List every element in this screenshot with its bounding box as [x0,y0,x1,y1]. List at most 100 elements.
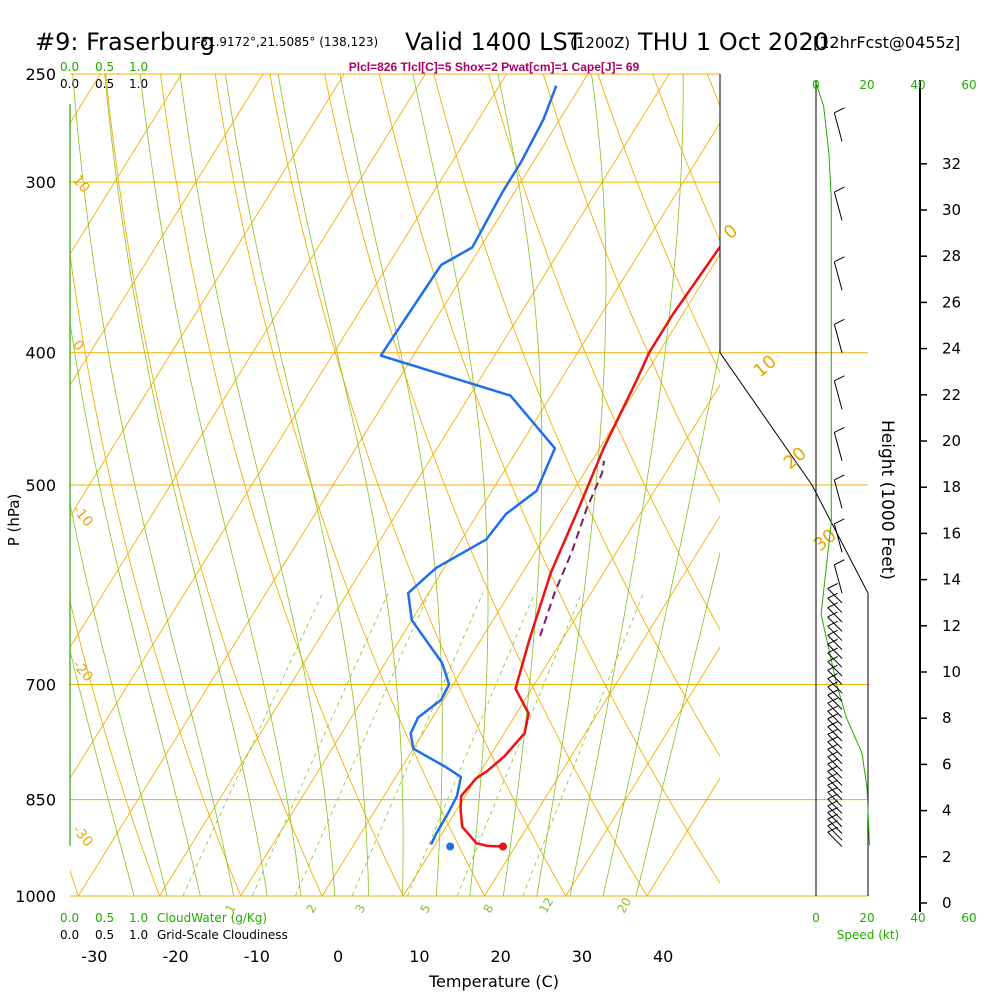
wind-barb [833,112,843,142]
isotherm-line [646,777,720,896]
dry-adiabat-line [752,50,1000,925]
stability-indices: Plcl=826 Tlcl[C]=5 Shox=2 Pwat[cm]=1 Cap… [349,60,640,74]
wind-barb [827,748,843,765]
wind-barb [833,432,843,461]
dry-adiabat-line [378,74,720,884]
dry-adiabat-line [269,74,567,896]
mixing-ratio-label: 2 [303,902,319,916]
valid-time: Valid 1400 LST [405,28,583,56]
wind-barb-flag [834,318,845,325]
wind-speed-profile [815,82,870,846]
dry-adiabat-label: 20 [780,443,811,474]
wind-barb-flag [834,474,845,481]
wind-barb-flag [827,602,838,609]
height-tick-label: 22 [942,386,961,404]
wind-barb [827,812,843,828]
moist-adiabat-line [179,74,336,896]
dry-adiabat-line [433,74,720,758]
isotherm-label: 10 [69,172,93,196]
wind-barb-flag [827,673,838,679]
speed-axis-title: Speed (kt) [837,928,899,942]
speed-tick-label-top: 40 [910,78,925,92]
dewpoint-profile [379,85,558,846]
valid-date: THU 1 Oct 2020 [637,28,829,56]
temperature-tick-label: 30 [572,947,592,966]
wind-barb [827,770,843,786]
isotherm-line [240,122,720,896]
mixing-ratio-line [456,592,583,896]
sounding-profiles [379,85,720,851]
moist-adiabat-line [602,346,720,896]
cloudiness-scale-bottom-value: 0.5 [95,928,114,942]
height-tick-label: 14 [942,571,961,589]
isotherm-line [77,74,589,896]
wind-barb-flag [827,629,838,636]
wind-barb [827,625,843,641]
wind-barb [827,616,843,632]
dry-adiabat-line [542,74,720,503]
wind-barb-flag [834,107,845,114]
height-tick-label: 8 [942,709,952,727]
forecast-label: [12hrFcst@0455z] [813,33,960,52]
surface-temperature-dot [498,842,507,851]
wind-barb-flag [827,583,838,589]
dry-adiabat-label: 0 [720,220,742,243]
cloudiness-scale-top-value: 0.0 [60,77,79,91]
dry-adiabat-line [488,74,720,631]
isotherm-line [158,74,670,896]
temperature-tick-label: -10 [244,947,270,966]
wind-barb-flag [827,620,838,627]
pressure-tick-label: 700 [25,676,56,695]
mixing-ratio-line [294,592,430,896]
height-tick-label: 4 [942,802,952,820]
height-tick-label: 20 [942,432,961,450]
cloud-scale-labels: CloudWater (g/Kg) Grid-Scale Cloudiness … [60,60,288,942]
temperature-tick-label: 10 [409,947,429,966]
wind-barb [827,798,843,814]
speed-tick-label-bottom: 0 [812,911,820,925]
height-tick-label: 32 [942,155,961,173]
zulu-time: (1200Z) [570,34,630,52]
isotherm-line [70,74,345,518]
moist-adiabat-line [635,551,720,896]
pressure-tick-label: 300 [25,173,56,192]
speed-tick-label-top: 20 [859,78,874,92]
moist-adiabat-line [70,501,168,896]
wind-barb [833,380,843,410]
mixing-ratio-label: 12 [536,895,556,915]
isotherm-label: -30 [69,822,96,850]
wind-barb-flag [827,656,838,663]
wind-barb [833,523,843,553]
wind-barb [827,694,843,710]
wind-barb [827,643,843,659]
wind-barb [827,818,843,834]
temperature-tick-label: -20 [163,947,189,966]
mixing-ratio-line [182,592,323,896]
cloudwater-scale-bottom-value: 0.0 [60,911,79,925]
cloudwater-scale-top-value: 0.0 [60,60,79,74]
isotherm-line [70,74,101,124]
temperature-tick-label: 0 [333,947,343,966]
temperature-tick-label: 20 [490,947,510,966]
height-tick-label: 28 [942,247,961,265]
height-tick-label: 16 [942,524,961,542]
wind-barb-flag [834,426,845,433]
isotherm-line [70,74,426,649]
thermodynamic-grid [70,50,1000,925]
wind-barb-flag [834,375,845,382]
moist-adiabat-line [277,74,404,896]
mixing-ratio-line [351,592,484,896]
mixing-ratio-line [251,592,389,896]
mixing-ratio-label: 3 [352,902,368,916]
speed-tick-label-bottom: 40 [910,911,925,925]
wind-barb [827,661,843,677]
moist-adiabat-line [569,74,684,896]
dry-adiabat-line [70,251,242,896]
cloudwater-title: CloudWater (g/Kg) [157,911,267,925]
wind-barb [827,607,843,623]
pressure-tick-label: 1000 [15,887,56,906]
isotherm-line [483,515,720,896]
station-coords: -31.9172°,21.5085° (138,123) [196,35,378,49]
wind-barb [827,733,843,750]
